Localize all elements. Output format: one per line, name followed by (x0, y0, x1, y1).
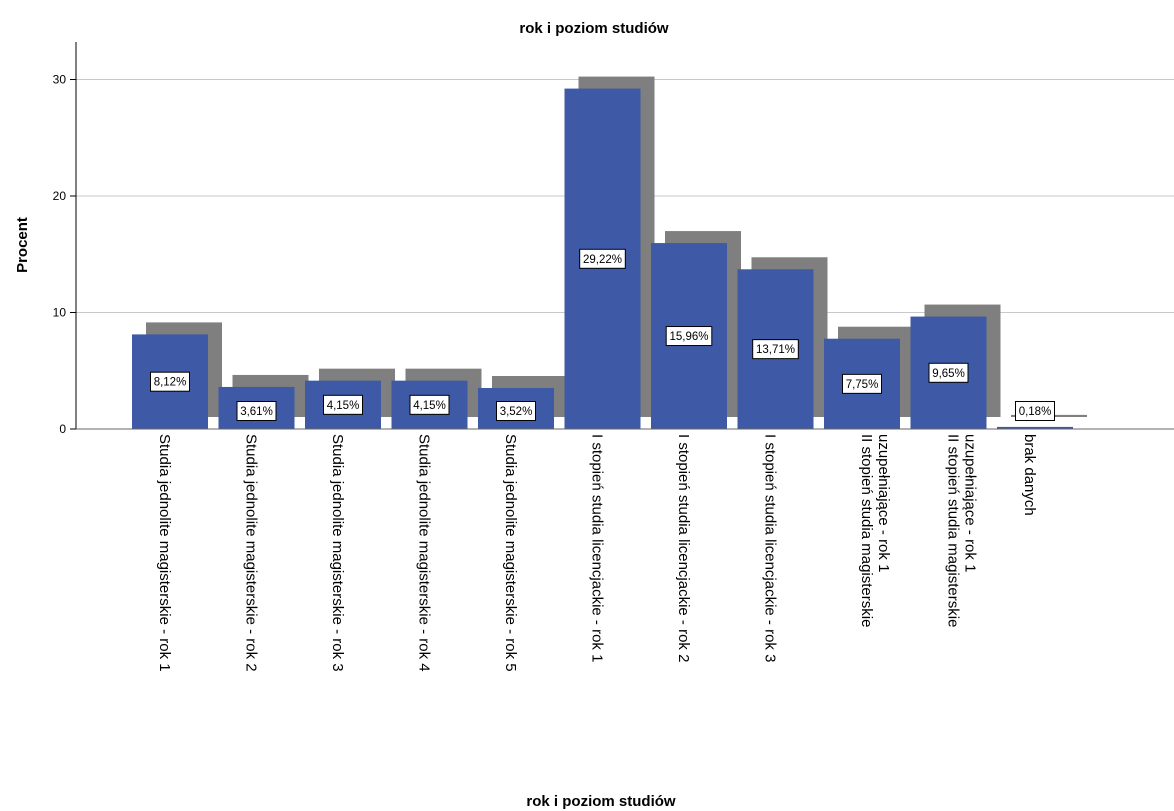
data-label-box (496, 401, 536, 421)
data-label-box (409, 394, 450, 415)
bar (997, 426, 1073, 429)
data-label-box (752, 339, 799, 360)
category-label-line: I stopień studia licencjackie - rok 1 (589, 434, 606, 662)
data-label: 3,52% (500, 406, 533, 418)
category-label-line: Studia jednolite magisterskie - rok 5 (502, 434, 519, 672)
data-label-box (842, 373, 882, 394)
data-label: 7,75% (846, 379, 879, 391)
category-label: I stopień studia licencjackie - rok 1 (589, 434, 606, 662)
category-label-line: I stopień studia licencjackie - rok 3 (762, 434, 779, 662)
data-label-box (236, 401, 277, 421)
data-label-box (928, 362, 969, 383)
category-label-line: I stopień studia licencjackie - rok 2 (675, 434, 692, 662)
data-label: 0,18% (1019, 406, 1052, 418)
data-label: 4,15% (327, 400, 360, 412)
category-label: Studia jednolite magisterskie - rok 4 (416, 434, 433, 672)
category-label: Studia jednolite magisterskie - rok 5 (502, 434, 519, 672)
x-axis-label: rok i poziom studiów (526, 793, 675, 810)
category-label-line: II stopień studia magisterskie (945, 434, 962, 627)
data-label: 9,65% (932, 368, 965, 380)
data-label: 4,15% (413, 400, 446, 412)
data-label-box (579, 248, 626, 269)
category-label: I stopień studia licencjackie - rok 3 (762, 434, 779, 662)
category-label: II stopień studia magisterskie uzupełniaj… (858, 434, 892, 627)
data-label: 8,12% (154, 377, 187, 389)
data-label: 15,96% (669, 331, 708, 343)
data-label-box (1015, 401, 1055, 421)
category-label-line: Studia jednolite magisterskie - rok 1 (156, 434, 173, 672)
category-label: I stopień studia licencjackie - rok 2 (675, 434, 692, 662)
category-label-line: Studia jednolite magisterskie - rok 3 (329, 434, 346, 672)
data-label: 3,61% (240, 406, 273, 418)
category-label: II stopień studia magisterskie uzupełniaj… (945, 434, 979, 627)
category-label: Studia jednolite magisterskie - rok 3 (329, 434, 346, 672)
y-axis-label: Procent (14, 217, 31, 273)
category-label-line: brak danych (1021, 434, 1038, 516)
category-label-line: uzupełniające - rok 1 (962, 434, 979, 572)
category-label-line: uzupełniające - rok 1 (875, 434, 892, 572)
data-label-box (150, 371, 190, 392)
chart-title: rok i poziom studiów (519, 20, 668, 37)
data-label-box (323, 394, 363, 415)
data-label: 13,71% (756, 344, 795, 356)
data-label: 29,22% (583, 254, 622, 266)
category-label-line: Studia jednolite magisterskie - rok 4 (416, 434, 433, 672)
y-tick-label: 30 (53, 73, 67, 87)
category-label-line: II stopień studia magisterskie (858, 434, 875, 627)
category-label: brak danych (1021, 434, 1038, 516)
data-labels: 8,12% 3,61% 4,15% 4,15% 3,52% 29,22% 15,96% 13,… (150, 248, 1055, 421)
y-tick-label: 0 (59, 422, 66, 436)
category-label: Studia jednolite magisterskie - rok 1 (156, 434, 173, 672)
category-label: Studia jednolite magisterskie - rok 2 (243, 434, 260, 672)
axes: 0 10 20 30 (53, 42, 1174, 436)
category-labels: Studia jednolite magisterskie - rok 1 Stu… (156, 434, 1038, 672)
data-label-box (665, 326, 713, 347)
y-tick-label: 10 (53, 306, 67, 320)
y-tick-label: 20 (53, 189, 67, 203)
category-label-line: Studia jednolite magisterskie - rok 2 (243, 434, 260, 672)
